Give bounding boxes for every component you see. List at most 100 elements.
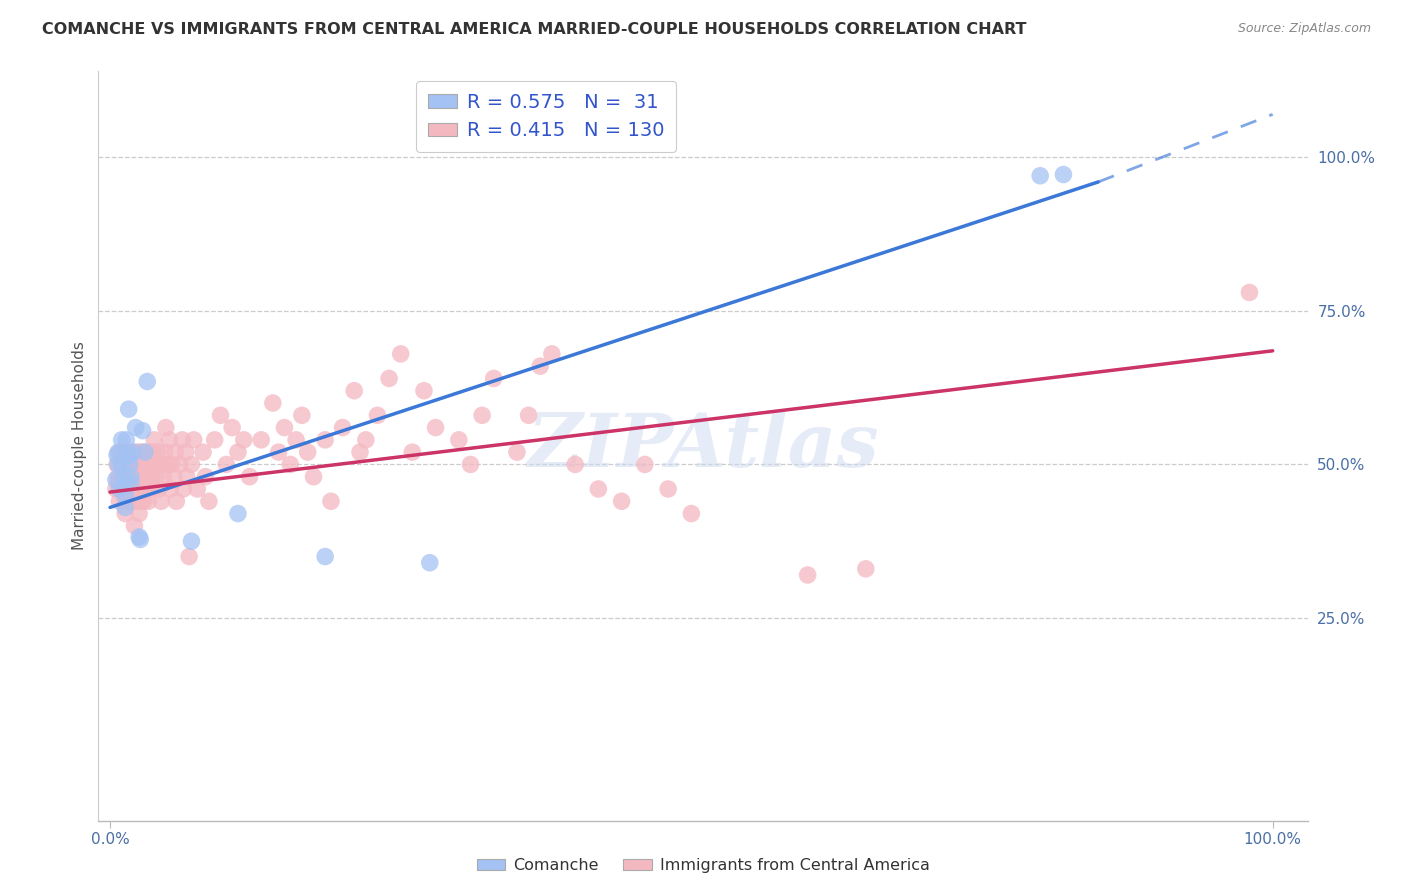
Point xyxy=(226,507,249,521)
Point xyxy=(179,549,201,564)
Point xyxy=(110,469,132,483)
Point xyxy=(183,433,205,447)
Point xyxy=(111,460,134,475)
Point xyxy=(111,445,134,459)
Point xyxy=(127,482,149,496)
Legend: Comanche, Immigrants from Central America: Comanche, Immigrants from Central Americ… xyxy=(470,852,936,880)
Point xyxy=(112,469,135,483)
Text: Source: ZipAtlas.com: Source: ZipAtlas.com xyxy=(1237,22,1371,36)
Point xyxy=(262,396,284,410)
Point xyxy=(401,445,423,459)
Point xyxy=(149,458,172,472)
Point xyxy=(389,347,412,361)
Point xyxy=(163,469,186,483)
Point xyxy=(138,445,160,459)
Point xyxy=(117,475,139,490)
Point xyxy=(107,458,129,472)
Point xyxy=(104,482,127,496)
Point xyxy=(135,469,157,483)
Point xyxy=(115,458,138,472)
Point xyxy=(104,473,127,487)
Point xyxy=(174,445,197,459)
Point xyxy=(141,469,163,483)
Text: COMANCHE VS IMMIGRANTS FROM CENTRAL AMERICA MARRIED-COUPLE HOUSEHOLDS CORRELATIO: COMANCHE VS IMMIGRANTS FROM CENTRAL AMER… xyxy=(42,22,1026,37)
Point xyxy=(111,433,134,447)
Point xyxy=(107,445,129,459)
Point xyxy=(115,445,138,459)
Point xyxy=(134,458,156,472)
Point xyxy=(115,433,138,447)
Point xyxy=(221,420,243,434)
Point xyxy=(471,409,494,423)
Point xyxy=(157,433,180,447)
Point xyxy=(108,445,131,459)
Point xyxy=(124,519,146,533)
Y-axis label: Married-couple Households: Married-couple Households xyxy=(72,342,87,550)
Point xyxy=(250,433,273,447)
Point xyxy=(105,448,128,462)
Point xyxy=(129,445,152,459)
Point xyxy=(186,482,208,496)
Point xyxy=(150,494,173,508)
Point xyxy=(134,482,156,496)
Point xyxy=(131,469,153,483)
Point xyxy=(291,409,314,423)
Point xyxy=(139,482,162,496)
Point xyxy=(142,458,165,472)
Point xyxy=(194,469,217,483)
Point xyxy=(128,530,150,544)
Point xyxy=(529,359,551,373)
Point xyxy=(278,458,301,472)
Point xyxy=(107,469,129,483)
Point xyxy=(413,384,436,398)
Point xyxy=(125,494,148,508)
Point xyxy=(153,445,176,459)
Point xyxy=(132,445,155,459)
Point xyxy=(118,458,141,472)
Point xyxy=(148,482,170,496)
Point xyxy=(176,469,198,483)
Point xyxy=(506,445,529,459)
Point xyxy=(122,445,145,459)
Point xyxy=(482,371,505,385)
Point xyxy=(143,433,166,447)
Point xyxy=(118,402,141,417)
Point xyxy=(460,458,482,472)
Point xyxy=(131,482,153,496)
Point xyxy=(117,458,139,472)
Point xyxy=(419,556,441,570)
Point xyxy=(118,494,141,508)
Point xyxy=(105,458,128,472)
Point xyxy=(564,458,586,472)
Point xyxy=(118,458,141,472)
Point xyxy=(128,458,150,472)
Point xyxy=(111,458,134,472)
Point xyxy=(681,507,703,521)
Point xyxy=(136,375,159,389)
Point xyxy=(447,433,470,447)
Point xyxy=(118,448,141,462)
Point xyxy=(215,458,238,472)
Point xyxy=(198,494,221,508)
Point xyxy=(1029,169,1052,183)
Point xyxy=(120,469,142,483)
Point xyxy=(314,549,336,564)
Point xyxy=(540,347,562,361)
Point xyxy=(114,494,136,508)
Point xyxy=(191,445,214,459)
Point xyxy=(124,469,146,483)
Point xyxy=(273,420,295,434)
Point xyxy=(134,445,156,459)
Point xyxy=(165,494,187,508)
Point xyxy=(117,448,139,462)
Point xyxy=(314,433,336,447)
Point xyxy=(319,494,342,508)
Point xyxy=(172,482,194,496)
Point xyxy=(209,409,232,423)
Point xyxy=(107,475,129,490)
Point xyxy=(155,420,177,434)
Point xyxy=(160,458,183,472)
Point xyxy=(112,469,135,483)
Point xyxy=(1052,168,1074,182)
Point xyxy=(121,458,143,472)
